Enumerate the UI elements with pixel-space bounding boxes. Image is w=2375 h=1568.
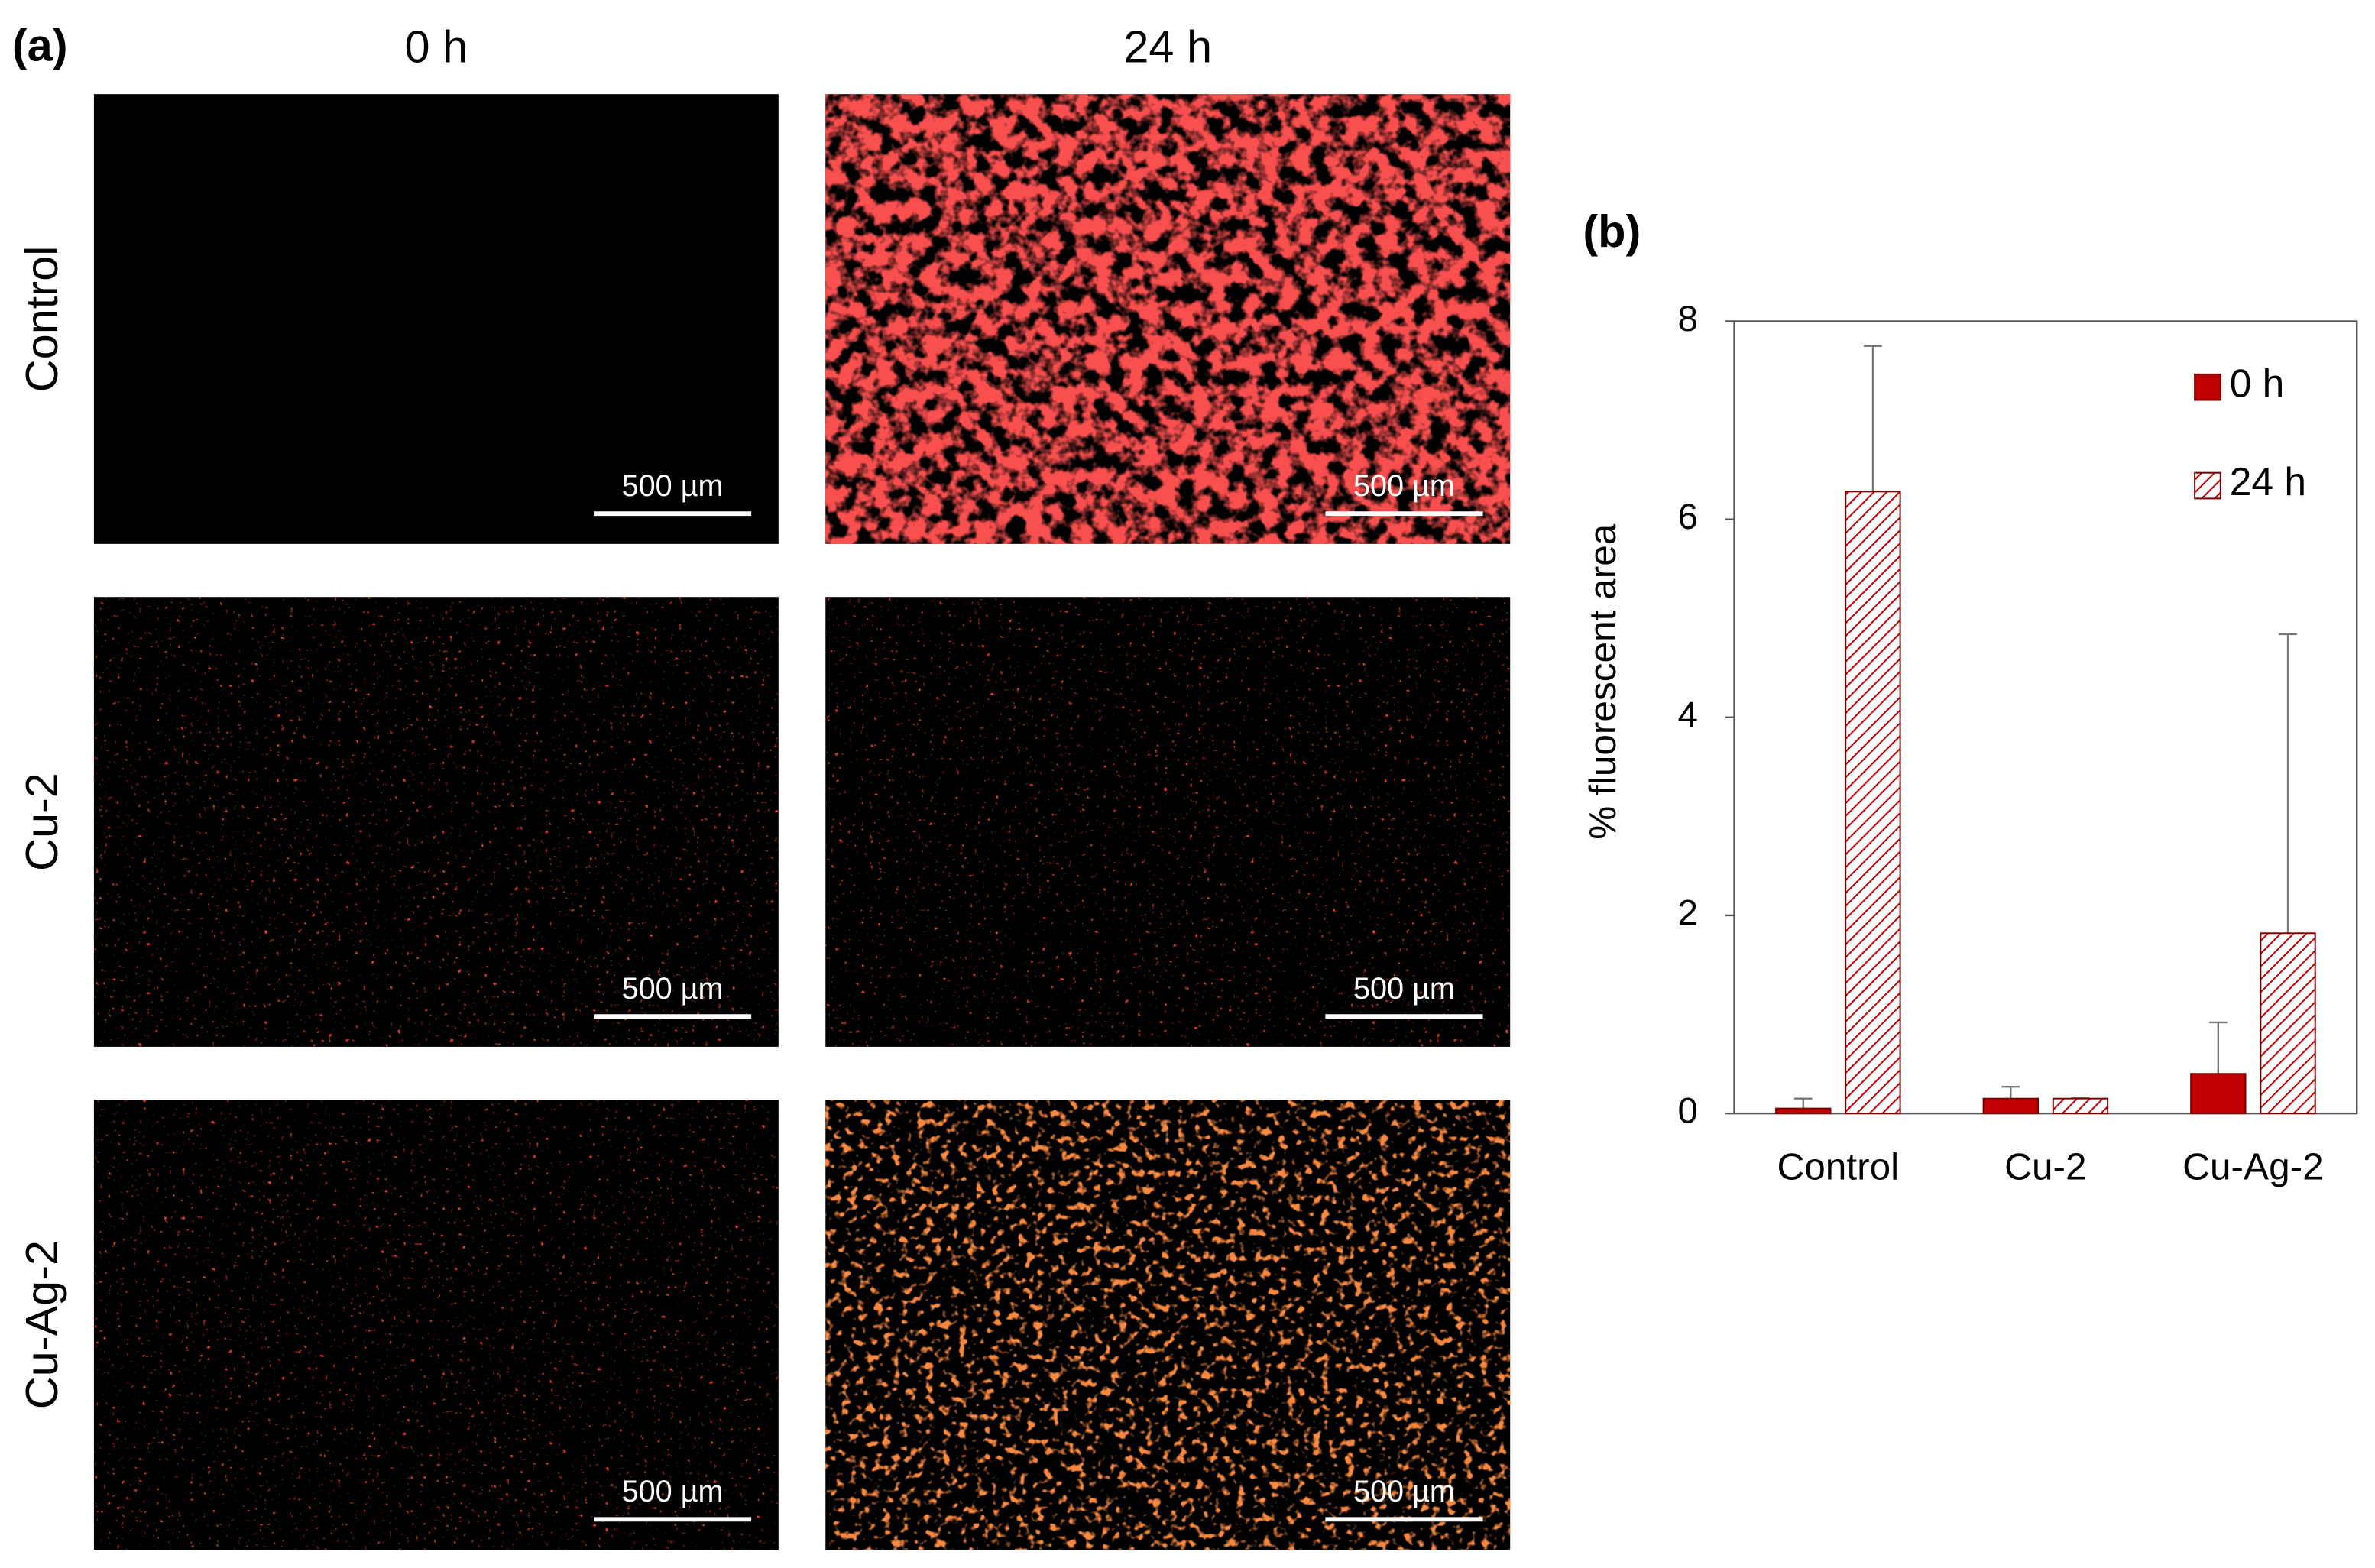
scale-bar-label: 500 µm: [622, 1475, 724, 1508]
scale-bar-label: 500 µm: [1353, 469, 1455, 503]
column-header: 0 h: [405, 21, 468, 72]
y-tick-label: 4: [1678, 695, 1698, 735]
row-label: Cu-Ag-2: [16, 1240, 67, 1409]
panel-label: (a): [12, 19, 68, 70]
micrograph-signal: [825, 94, 1511, 544]
x-tick-label: Cu-2: [2004, 1145, 2086, 1188]
scale-bar-label: 500 µm: [1353, 972, 1455, 1006]
legend-label: 24 h: [2230, 459, 2306, 504]
x-tick-label: Control: [1777, 1145, 1899, 1188]
bar: [1845, 491, 1901, 1115]
scale-bar-label: 500 µm: [1353, 1475, 1455, 1508]
legend-label: 0 h: [2230, 361, 2285, 405]
row-label: Cu-2: [16, 773, 67, 871]
y-tick-label: 2: [1678, 893, 1698, 934]
micrograph-signal: [825, 1100, 1511, 1550]
bar: [2260, 932, 2316, 1115]
x-tick-label: Cu-Ag-2: [2182, 1145, 2324, 1188]
micrograph-signal: [93, 597, 779, 1047]
bar: [2052, 1097, 2109, 1115]
bar: [1982, 1097, 2039, 1115]
y-axis-label: % fluorescent area: [1581, 523, 1624, 840]
column-header: 24 h: [1123, 21, 1212, 72]
micrograph-signal: [825, 597, 1511, 1047]
y-tick-label: 8: [1678, 299, 1698, 339]
row-label: Control: [16, 246, 67, 393]
scale-bar-label: 500 µm: [622, 972, 724, 1006]
scale-bar-label: 500 µm: [622, 469, 724, 503]
y-tick-label: 0: [1678, 1091, 1698, 1132]
legend-swatch: [2194, 471, 2221, 500]
micrograph: [93, 94, 779, 544]
panel-label: (b): [1583, 206, 1641, 257]
bar: [1775, 1107, 1832, 1115]
micrograph-signal: [93, 1100, 779, 1550]
bar: [2190, 1073, 2247, 1115]
y-tick-label: 6: [1678, 497, 1698, 537]
legend-swatch: [2194, 373, 2221, 401]
